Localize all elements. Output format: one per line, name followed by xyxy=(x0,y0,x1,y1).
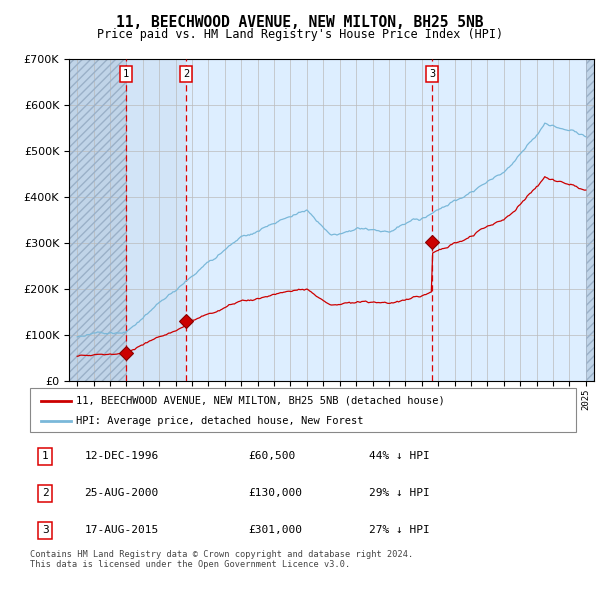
Bar xyxy=(69,59,125,381)
Text: 17-AUG-2015: 17-AUG-2015 xyxy=(85,526,159,536)
Text: 1: 1 xyxy=(122,68,129,78)
Text: 29% ↓ HPI: 29% ↓ HPI xyxy=(368,489,429,499)
Text: 25-AUG-2000: 25-AUG-2000 xyxy=(85,489,159,499)
Text: 2: 2 xyxy=(183,68,190,78)
Text: 1: 1 xyxy=(42,451,49,461)
Text: £130,000: £130,000 xyxy=(248,489,302,499)
Text: Contains HM Land Registry data © Crown copyright and database right 2024.
This d: Contains HM Land Registry data © Crown c… xyxy=(30,550,413,569)
FancyBboxPatch shape xyxy=(30,388,576,432)
Text: 2: 2 xyxy=(42,489,49,499)
Bar xyxy=(125,59,187,381)
Text: 11, BEECHWOOD AVENUE, NEW MILTON, BH25 5NB (detached house): 11, BEECHWOOD AVENUE, NEW MILTON, BH25 5… xyxy=(76,396,445,406)
Text: 3: 3 xyxy=(42,526,49,536)
Bar xyxy=(586,59,594,381)
Text: 12-DEC-1996: 12-DEC-1996 xyxy=(85,451,159,461)
Bar xyxy=(586,59,594,381)
Text: 11, BEECHWOOD AVENUE, NEW MILTON, BH25 5NB: 11, BEECHWOOD AVENUE, NEW MILTON, BH25 5… xyxy=(116,15,484,30)
Text: 44% ↓ HPI: 44% ↓ HPI xyxy=(368,451,429,461)
Bar xyxy=(69,59,125,381)
Text: Price paid vs. HM Land Registry's House Price Index (HPI): Price paid vs. HM Land Registry's House … xyxy=(97,28,503,41)
Text: HPI: Average price, detached house, New Forest: HPI: Average price, detached house, New … xyxy=(76,416,364,426)
Text: £301,000: £301,000 xyxy=(248,526,302,536)
Text: £60,500: £60,500 xyxy=(248,451,296,461)
Text: 3: 3 xyxy=(429,68,436,78)
Text: 27% ↓ HPI: 27% ↓ HPI xyxy=(368,526,429,536)
